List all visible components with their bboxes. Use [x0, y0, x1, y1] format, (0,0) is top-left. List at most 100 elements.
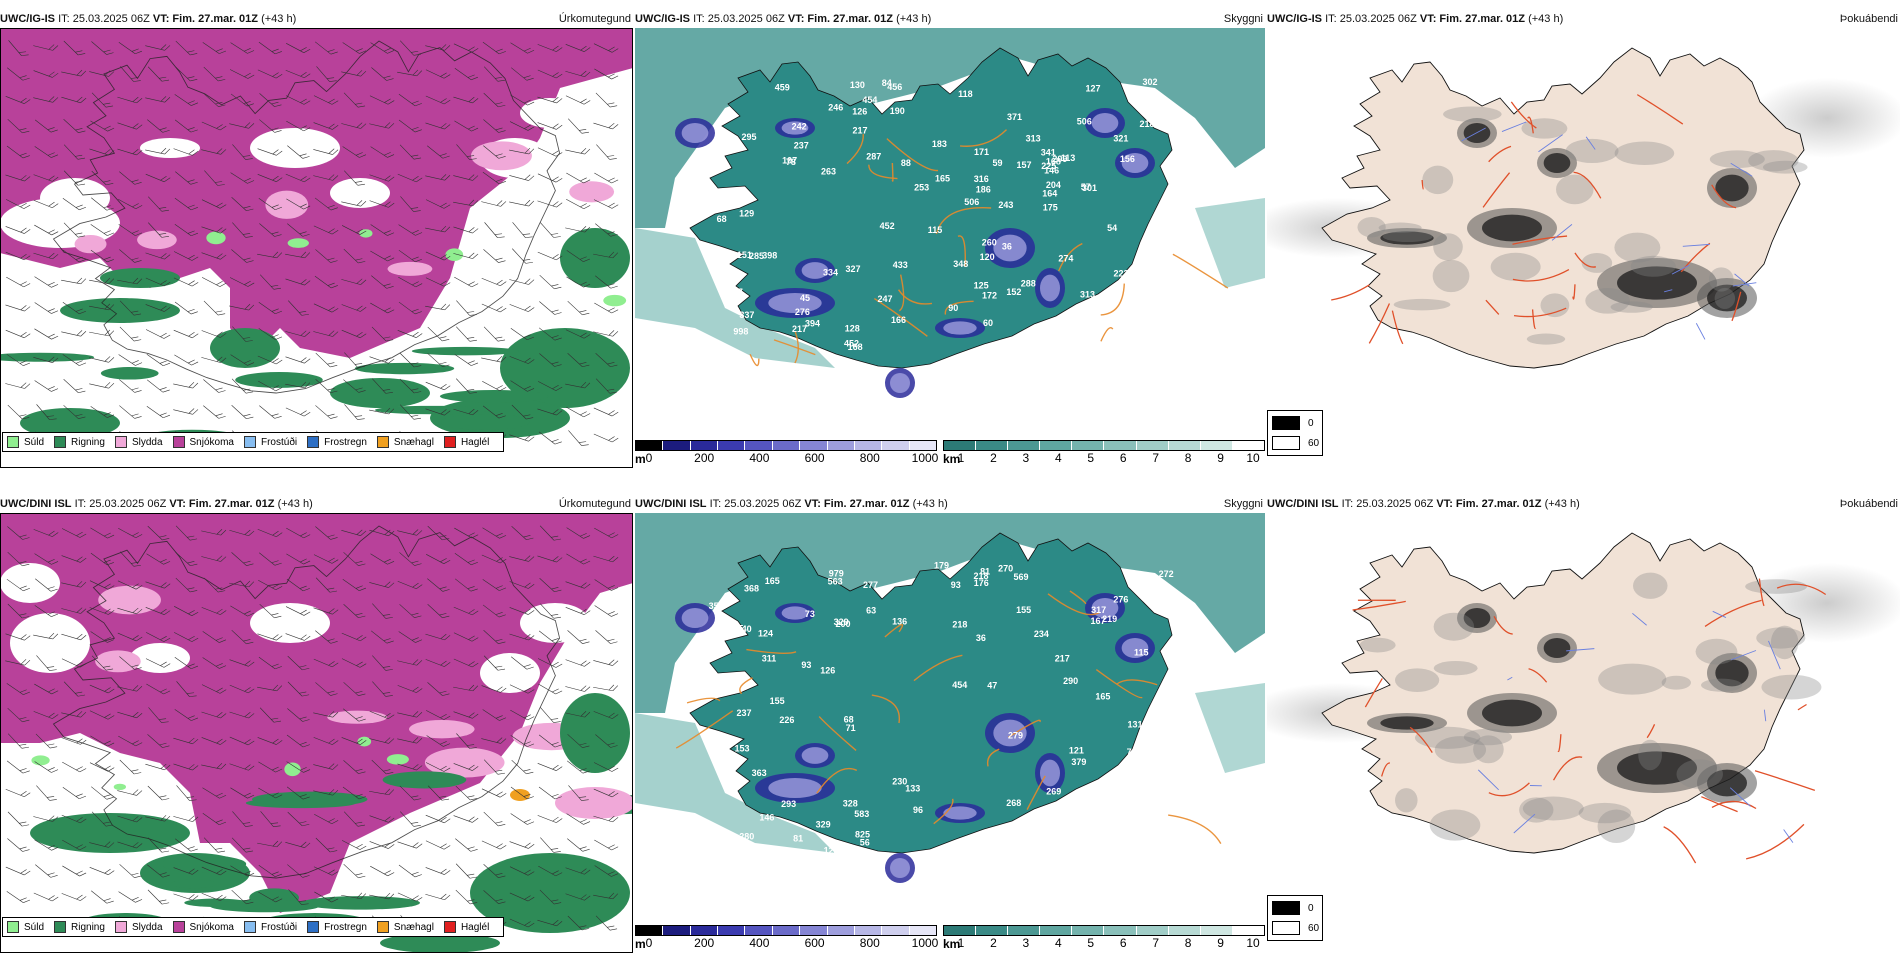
panel-subtitle: Þokuábendi: [1839, 498, 1898, 510]
colorbar-tick: 400: [749, 936, 770, 950]
cloud-base-label: 274: [1058, 253, 1073, 263]
cloudbase-colorbar: m 0 200 400 600 800 1000: [635, 440, 938, 466]
cloud-base-label: 156: [1120, 154, 1135, 164]
fog-panel: UWC/DINI ISL IT: 25.03.2025 06Z VT: Fim.…: [1267, 495, 1900, 941]
legend-swatch: [243, 436, 256, 448]
colorbar-step: [745, 441, 773, 450]
colorbar-strip: [635, 925, 937, 936]
legend-swatch: [172, 921, 185, 933]
cloud-base-label: 155: [1016, 605, 1031, 615]
legend-label: Haglél: [460, 921, 490, 933]
cloud-base-label: 133: [905, 784, 920, 794]
cloud-base-label: 172: [982, 291, 997, 301]
cloud-base-label: 272: [1159, 569, 1174, 579]
cloud-base-label: 316: [974, 174, 989, 184]
cloud-base-label: 60: [983, 318, 993, 328]
colorbar-tick: 4: [1054, 936, 1062, 950]
precip-legend-item: Súld: [7, 436, 44, 448]
precip-legend-item: Haglél: [443, 921, 490, 933]
precip-legend-item: Slydda: [114, 436, 163, 448]
legend-label: 60: [1308, 437, 1320, 449]
cloud-base-label: 263: [821, 166, 836, 176]
colorbar-step: [663, 441, 691, 450]
colorbar-tick: 0: [645, 936, 653, 950]
legend-label: Frostúði: [260, 921, 298, 933]
colorbar-tick: 800: [859, 451, 880, 465]
legend-swatch: [7, 921, 19, 933]
cloud-base-label: 237: [736, 708, 751, 718]
cloud-base-label: 39: [1063, 353, 1073, 363]
cloud-base-label: 223: [1114, 268, 1129, 278]
colorbar-tick: 4: [1054, 451, 1062, 465]
cloud-base-label: 484: [1152, 791, 1167, 801]
colorbar-step: [1008, 926, 1041, 935]
cloud-base-label: 121: [1140, 728, 1155, 738]
cloud-base-label: 69: [1165, 162, 1175, 172]
cloud-base-label: 321: [1113, 133, 1128, 143]
legend-label: Snæhagl: [393, 921, 434, 933]
cloud-base-label: 454: [862, 95, 877, 105]
colorbar-step: [636, 926, 664, 935]
cloud-base-label: 120: [980, 252, 995, 262]
cloud-base-label: 140: [846, 847, 861, 857]
cloud-base-label: 157: [1017, 160, 1032, 170]
colorbar-tick: 1: [957, 936, 965, 950]
cloud-base-label: 129: [739, 209, 754, 219]
fog-legend: 0 60: [1267, 410, 1323, 456]
precip-map: [0, 513, 633, 953]
colorbar-tick: 2: [990, 451, 997, 465]
cloud-base-label: 313: [1080, 290, 1095, 300]
cloud-base-label: 302: [1142, 77, 1157, 87]
legend-label: Snæhagl: [393, 436, 434, 448]
colorbar-step: [1072, 441, 1105, 450]
colorbar-step: [944, 926, 977, 935]
cloud-base-label: 329: [816, 819, 831, 829]
legend-swatch: [376, 436, 389, 448]
cloud-base-label: 225: [1041, 161, 1056, 171]
precip-legend-item: Snæhagl: [376, 921, 434, 933]
colorbar-step: [827, 926, 855, 935]
colorbar-tick: 1000: [911, 936, 939, 950]
colorbar-tick: 600: [804, 936, 825, 950]
panel-subtitle: Úrkomutegund: [558, 498, 631, 510]
legend-label: Rigning: [71, 436, 105, 448]
fog-legend: 0 60: [1267, 895, 1323, 941]
colorbar-step: [976, 441, 1009, 450]
cloud-base-label: 433: [893, 260, 908, 270]
legend-label: Súld: [24, 921, 45, 933]
colorbar-tick: 1000: [911, 451, 939, 465]
cloud-base-label: 348: [953, 259, 968, 269]
precip-type-panel: UWC/IG-IS IT: 25.03.2025 06Z VT: Fim. 27…: [0, 10, 633, 468]
colorbar-tick: 7: [1152, 936, 1159, 950]
cloud-base-label: 454: [952, 680, 967, 690]
fog-map: [1267, 28, 1900, 448]
cloud-base-label: 563: [828, 577, 843, 587]
panel-subtitle: Úrkomutegund: [558, 13, 631, 25]
cloud-base-label: 317: [1091, 605, 1106, 615]
cloud-base-label: 122: [824, 845, 839, 855]
cloud-base-label: 126: [820, 665, 835, 675]
colorbar-step: [1136, 926, 1169, 935]
cloud-base-label: 506: [1077, 117, 1092, 127]
cloud-base-label: 295: [741, 132, 756, 142]
precip-legend-item: Slydda: [114, 921, 163, 933]
panel-subtitle: Þokuábendi: [1839, 13, 1898, 25]
legend-swatch: [307, 921, 320, 933]
visibility-colorbar: km 1 2 3 4 5 6 7 8 9 10: [943, 440, 1265, 466]
cloud-base-label: 235: [1175, 766, 1190, 776]
cloud-base-label: 124: [758, 629, 773, 639]
cloud-base-label: 276: [795, 307, 810, 317]
legend-label: Haglél: [460, 436, 490, 448]
cloud-base-label: 152: [1006, 287, 1021, 297]
cloud-base-label: 569: [1014, 572, 1029, 582]
colorbar-step: [1104, 926, 1137, 935]
cloud-base-label: 234: [1034, 629, 1049, 639]
cloud-base-label: 217: [852, 126, 867, 136]
cloud-base-label: 459: [775, 82, 790, 92]
colorbar-step: [745, 926, 773, 935]
cloud-base-label: 394: [805, 319, 820, 329]
cloud-base-label: 165: [935, 173, 950, 183]
legend-label: Slydda: [131, 921, 163, 933]
cloud-base-label: 151: [737, 250, 752, 260]
cloud-base-label: 153: [735, 743, 750, 753]
